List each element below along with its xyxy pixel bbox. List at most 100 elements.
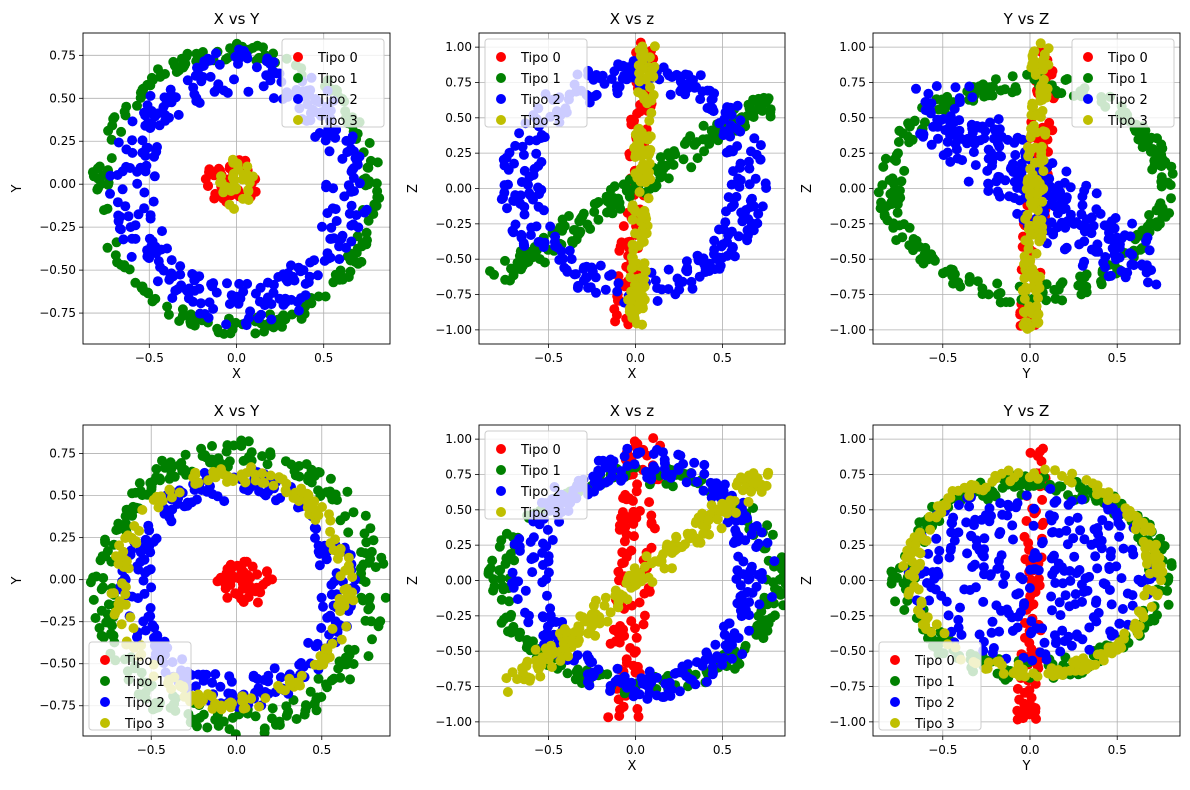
data-point (569, 626, 580, 637)
data-point (916, 598, 927, 609)
data-point (213, 327, 224, 338)
data-point (1099, 220, 1110, 231)
data-point (1037, 623, 1048, 634)
data-point (602, 616, 613, 627)
data-point (639, 174, 650, 184)
data-point (627, 214, 638, 225)
data-point (769, 556, 780, 567)
data-point (1019, 251, 1030, 262)
data-point (222, 278, 232, 289)
data-point (510, 140, 521, 151)
data-point (1135, 244, 1146, 255)
data-point (994, 124, 1005, 135)
data-point (311, 509, 322, 520)
data-point (171, 67, 182, 77)
legend-label: Tipo 0 (520, 51, 561, 66)
data-point (191, 681, 201, 692)
data-point (722, 508, 732, 519)
data-point (737, 649, 748, 660)
legend-label: Tipo 3 (124, 717, 165, 732)
x-tick-label: 0.5 (713, 743, 732, 757)
data-point (132, 561, 143, 572)
data-point (335, 672, 346, 683)
data-point (1060, 222, 1071, 233)
data-point (507, 225, 518, 236)
data-point (643, 193, 654, 204)
data-point (1124, 505, 1135, 516)
data-point (240, 703, 251, 713)
data-point (172, 284, 183, 295)
data-point (259, 723, 270, 734)
data-point (216, 464, 226, 475)
data-point (1111, 640, 1122, 651)
data-point (634, 142, 645, 153)
data-point (521, 642, 532, 653)
data-point (629, 647, 640, 658)
data-point (1075, 279, 1086, 290)
data-point (1048, 527, 1059, 537)
data-point (524, 675, 535, 686)
data-point (1068, 657, 1079, 668)
data-point (1047, 158, 1058, 169)
y-tick-label: 0.25 (445, 146, 472, 160)
data-point (142, 245, 153, 256)
data-point (347, 587, 358, 598)
data-point (348, 659, 359, 669)
data-point (566, 254, 577, 265)
data-point (695, 70, 706, 81)
legend-label: Tipo 1 (520, 72, 561, 87)
data-point (1107, 243, 1118, 254)
data-point (520, 660, 531, 671)
data-point (546, 662, 557, 672)
points-layer (886, 443, 1177, 725)
data-point (505, 612, 516, 622)
data-point (1017, 574, 1028, 585)
data-point (1024, 583, 1035, 593)
data-point (559, 221, 570, 232)
data-point (225, 697, 236, 708)
data-point (1144, 568, 1155, 579)
data-point (767, 529, 778, 540)
data-point (146, 72, 157, 83)
data-point (346, 220, 357, 231)
data-point (274, 293, 285, 304)
data-point (596, 73, 606, 84)
data-point (943, 610, 954, 621)
data-point (1049, 201, 1060, 212)
data-point (584, 653, 595, 664)
legend-marker (293, 94, 303, 104)
data-point (157, 226, 167, 237)
data-point (1078, 653, 1089, 664)
data-point (1059, 244, 1070, 255)
data-point (1139, 590, 1150, 601)
y-tick-label: 0.75 (49, 48, 76, 62)
data-point (518, 149, 529, 160)
data-point (524, 135, 535, 146)
data-point (1034, 580, 1045, 591)
data-point (634, 68, 645, 79)
data-point (105, 188, 115, 199)
data-point (125, 222, 136, 233)
data-point (535, 671, 546, 682)
data-point (318, 601, 328, 612)
data-point (1143, 277, 1153, 288)
subplot-6: −0.5 0.0 0.5−1.00−0.75−0.50−0.250.000.250.… (800, 402, 1181, 774)
data-point (100, 537, 111, 548)
data-point (1069, 551, 1080, 562)
data-point (1021, 516, 1032, 526)
data-point (1037, 64, 1048, 75)
data-point (519, 201, 530, 212)
data-point (1081, 180, 1092, 191)
data-point (1092, 649, 1103, 660)
data-point (328, 277, 339, 288)
y-tick-label: −0.25 (829, 609, 866, 623)
data-point (1012, 132, 1023, 143)
data-point (262, 459, 273, 470)
data-point (145, 80, 156, 91)
data-point (514, 533, 525, 544)
data-point (989, 133, 999, 144)
data-point (709, 249, 719, 260)
data-point (621, 494, 632, 505)
